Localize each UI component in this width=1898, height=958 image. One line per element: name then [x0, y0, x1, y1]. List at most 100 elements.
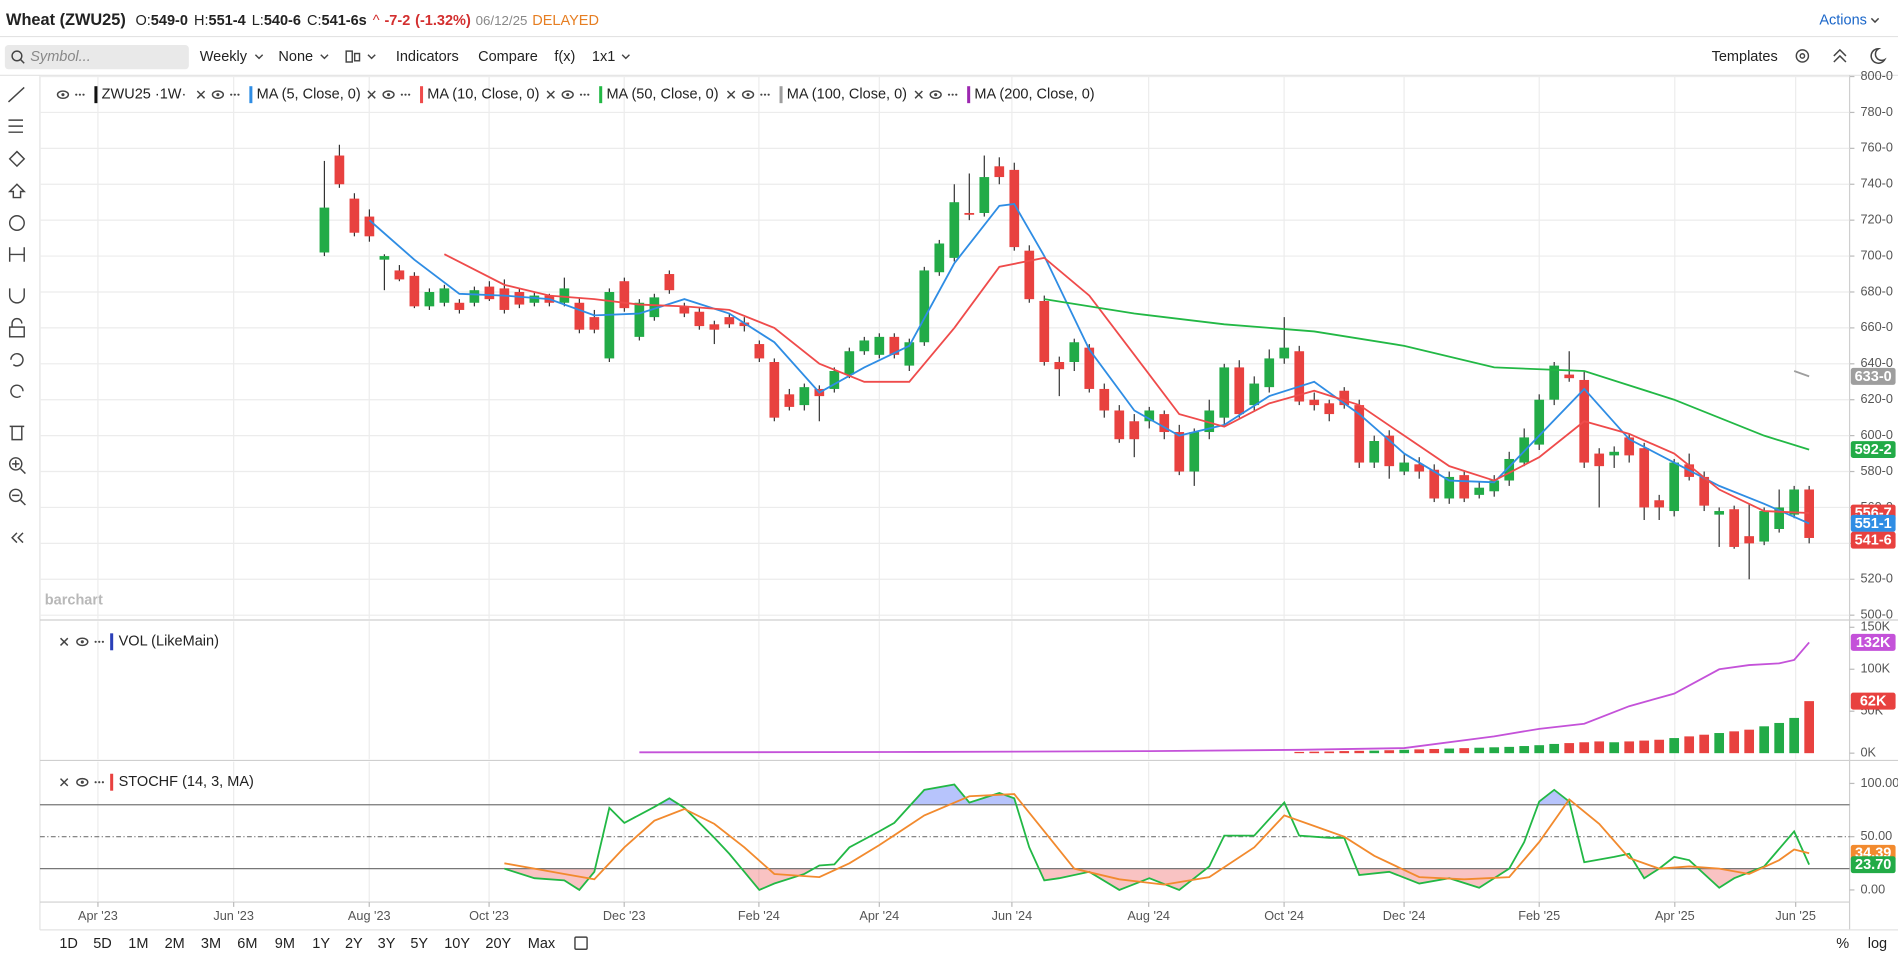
quote-date: 06/12/25: [476, 12, 528, 27]
candle-body: [1489, 480, 1500, 492]
candle-body: [1384, 435, 1395, 467]
watermark: barchart: [45, 592, 103, 608]
candle-body: [1444, 476, 1455, 499]
tool-zoom-out[interactable]: [8, 488, 23, 503]
toolbar-item[interactable]: None: [278, 49, 313, 65]
menu-icon: [101, 640, 104, 643]
volume-bar: [1504, 746, 1515, 754]
range-bar: 1D 5D 1M 2M 3M 6M 9M 1Y 2Y 3Y 5Y 10Y 20Y Max: [59, 936, 556, 952]
candle-body: [589, 317, 600, 330]
templates-button[interactable]: Templates: [1712, 49, 1778, 65]
range-button[interactable]: 2M: [165, 936, 185, 952]
chart-type-icon[interactable]: [345, 50, 353, 63]
x-tick-label: Aug '23: [348, 909, 391, 923]
range-button[interactable]: 6M: [237, 936, 257, 952]
search-box[interactable]: [4, 45, 189, 70]
close-icon: [60, 637, 69, 646]
range-button[interactable]: 1Y: [312, 936, 330, 952]
tool-annotation[interactable]: [8, 214, 25, 231]
range-button[interactable]: 1D: [59, 936, 78, 952]
candle-body: [799, 387, 810, 406]
candle-body: [934, 243, 945, 273]
calendar-icon[interactable]: [574, 936, 588, 950]
candle-body: [1429, 469, 1440, 499]
tool-delete[interactable]: [9, 425, 25, 441]
theme-icon[interactable]: [1870, 47, 1887, 64]
menu-icon: [760, 93, 763, 96]
visibility-icon[interactable]: [56, 90, 70, 100]
toolbar-item[interactable]: Compare: [478, 49, 538, 65]
visibility-icon[interactable]: [741, 90, 755, 100]
log-toggle[interactable]: log: [1868, 936, 1887, 952]
menu-icon: [404, 93, 407, 96]
tool-lock[interactable]: [8, 326, 25, 338]
range-button[interactable]: 5D: [93, 936, 112, 952]
panel-title: STOCHF (14, 3, MA): [119, 774, 254, 790]
visibility-icon[interactable]: [211, 90, 225, 100]
tool-fib[interactable]: [8, 119, 23, 133]
range-button[interactable]: Max: [528, 936, 556, 952]
visibility-icon: [386, 93, 391, 97]
candle-body: [1474, 487, 1485, 495]
candle-body: [409, 275, 420, 307]
tool-magnet[interactable]: [8, 288, 25, 304]
tool-line[interactable]: [7, 86, 25, 103]
tool-undo[interactable]: [10, 353, 24, 367]
visibility-icon[interactable]: [561, 90, 574, 100]
candle-body: [1714, 511, 1725, 515]
menu-icon: [237, 93, 240, 96]
visibility-icon[interactable]: [76, 637, 89, 647]
range-button[interactable]: 20Y: [485, 936, 511, 952]
tool-arrow[interactable]: [7, 183, 26, 199]
visibility-icon[interactable]: [76, 777, 89, 787]
volume-bar: [1729, 731, 1740, 754]
range-button[interactable]: 1M: [128, 936, 148, 952]
actions-button[interactable]: Actions: [1819, 13, 1867, 29]
value-tag: [1850, 531, 1896, 549]
tool-zoom-in: [12, 460, 26, 475]
range-button[interactable]: 5Y: [410, 936, 428, 952]
percent-toggle[interactable]: %: [1836, 936, 1849, 952]
volume-bar: [1294, 751, 1305, 754]
range-button[interactable]: 3Y: [378, 936, 396, 952]
menu-icon: [763, 93, 767, 96]
volume-bar: [1384, 750, 1395, 754]
close-icon: [546, 90, 555, 99]
settings-icon[interactable]: [1795, 49, 1810, 63]
volume-bar: [1519, 746, 1530, 754]
close-icon: [914, 90, 923, 99]
visibility-icon: [934, 93, 938, 97]
tool-zoom-in[interactable]: [8, 457, 23, 471]
y-tick-label: 580-0: [1860, 464, 1892, 478]
quote-label: L:: [252, 13, 264, 29]
value-tag-label: 592-2: [1855, 442, 1892, 458]
visibility-icon[interactable]: [382, 90, 395, 100]
toolbar-item[interactable]: Indicators: [396, 49, 459, 65]
range-button[interactable]: 9M: [275, 936, 295, 952]
tool-shape[interactable]: [8, 150, 26, 168]
visibility-icon[interactable]: [929, 90, 942, 100]
range-button[interactable]: 3M: [201, 936, 221, 952]
tool-measure[interactable]: [8, 247, 25, 262]
legend-swatch: [94, 86, 98, 104]
collapse-icon[interactable]: [1833, 48, 1847, 63]
y-tick-label: 700-0: [1860, 248, 1892, 262]
toolbar-item[interactable]: 1x1: [592, 49, 615, 65]
toolbar-item[interactable]: Weekly: [200, 49, 248, 65]
candle-body: [1534, 399, 1545, 445]
volume-bar: [1414, 749, 1425, 754]
toolbar: Weekly None Indicators Compare f(x) 1x1: [200, 49, 616, 65]
candle-body: [514, 291, 525, 305]
candle-body: [619, 281, 630, 309]
search-icon: [11, 50, 23, 62]
tool-collapse[interactable]: [11, 532, 24, 544]
candle-body: [1159, 414, 1170, 433]
menu-icon: [101, 781, 104, 784]
range-button[interactable]: 2Y: [345, 936, 363, 952]
toolbar-item[interactable]: f(x): [554, 49, 575, 65]
menu-icon: [587, 93, 590, 96]
range-button[interactable]: 10Y: [444, 936, 470, 952]
tool-redo[interactable]: [10, 384, 24, 399]
